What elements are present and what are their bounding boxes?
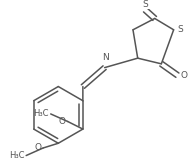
Text: O: O bbox=[34, 144, 41, 152]
Text: O: O bbox=[180, 71, 187, 80]
Text: H₃C: H₃C bbox=[9, 151, 24, 160]
Text: N: N bbox=[102, 53, 109, 62]
Text: H₃C: H₃C bbox=[33, 109, 49, 118]
Text: O: O bbox=[59, 117, 66, 126]
Text: S: S bbox=[142, 0, 148, 9]
Text: S: S bbox=[177, 25, 183, 34]
